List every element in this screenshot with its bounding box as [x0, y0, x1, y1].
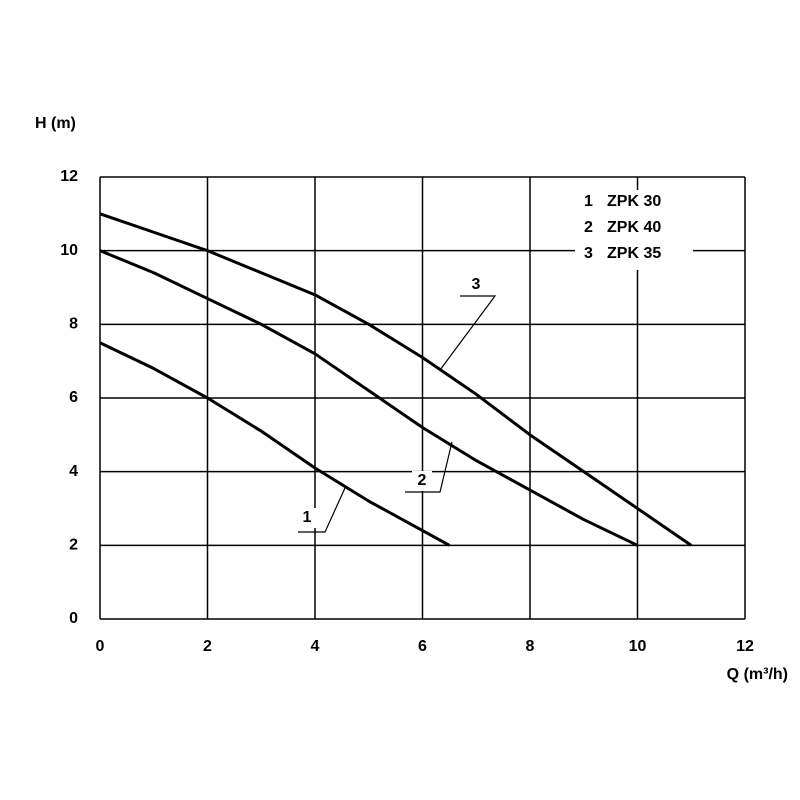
- annotation-background: [466, 275, 486, 295]
- x-tick-label: 0: [96, 638, 105, 655]
- x-tick-label: 10: [629, 638, 647, 655]
- curve-label: 1: [303, 509, 312, 526]
- leader-line: [439, 295, 497, 371]
- legend-label: ZPK 40: [607, 219, 661, 236]
- x-tick-label: 8: [526, 638, 535, 655]
- leader-line: [298, 487, 346, 533]
- legend-number: 2: [584, 219, 593, 236]
- y-tick-label: 2: [69, 537, 78, 554]
- curve: [99, 341, 451, 547]
- x-axis-label: Q (m³/h): [727, 666, 788, 683]
- annotation-background: [412, 471, 432, 491]
- x-tick-label: 12: [736, 638, 754, 655]
- leader-line: [405, 441, 453, 493]
- y-axis-label: H (m): [35, 115, 76, 132]
- legend-number: 1: [584, 193, 593, 210]
- legend-number: 3: [584, 245, 593, 262]
- y-tick-label: 0: [69, 610, 78, 627]
- legend-label: ZPK 30: [607, 193, 661, 210]
- legend-label: ZPK 35: [607, 245, 661, 262]
- y-tick-label: 4: [69, 463, 78, 480]
- curve-label: 3: [472, 276, 481, 293]
- x-tick-label: 6: [418, 638, 427, 655]
- y-tick-label: 8: [69, 316, 78, 333]
- y-tick-label: 6: [69, 389, 78, 406]
- y-tick-label: 12: [60, 168, 78, 185]
- curve: [99, 212, 693, 547]
- curve-label: 2: [418, 472, 427, 489]
- annotation-background: [297, 508, 317, 528]
- y-tick-label: 10: [60, 242, 78, 259]
- curve: [99, 249, 639, 547]
- legend-background: [575, 190, 693, 270]
- x-tick-label: 2: [203, 638, 212, 655]
- x-tick-label: 4: [311, 638, 320, 655]
